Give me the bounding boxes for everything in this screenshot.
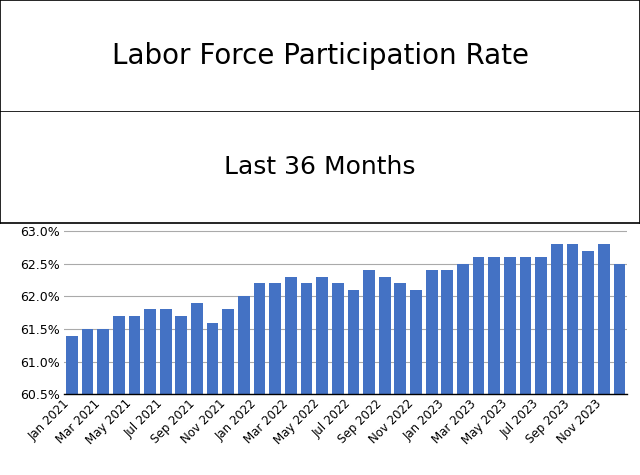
Bar	[207, 323, 218, 394]
Bar	[379, 277, 390, 394]
Bar	[457, 264, 469, 394]
Bar	[66, 335, 77, 394]
Text: Labor Force Participation Rate: Labor Force Participation Rate	[111, 42, 529, 70]
Bar	[410, 290, 422, 394]
Bar	[535, 257, 547, 394]
Bar	[269, 284, 281, 394]
Bar	[316, 277, 328, 394]
Bar	[566, 244, 579, 394]
Bar	[551, 244, 563, 394]
Bar	[301, 284, 312, 394]
Bar	[97, 329, 109, 394]
Bar	[504, 257, 516, 394]
Bar	[598, 244, 610, 394]
Bar	[238, 296, 250, 394]
Bar	[442, 270, 453, 394]
Text: Last 36 Months: Last 36 Months	[224, 155, 416, 180]
Bar	[285, 277, 297, 394]
Bar	[223, 310, 234, 394]
Bar	[348, 290, 359, 394]
Bar	[614, 264, 625, 394]
Bar	[582, 251, 594, 394]
Bar	[113, 316, 125, 394]
Bar	[488, 257, 500, 394]
Bar	[473, 257, 484, 394]
Bar	[144, 310, 156, 394]
Bar	[364, 270, 375, 394]
Bar	[253, 284, 266, 394]
Bar	[160, 310, 172, 394]
Bar	[394, 284, 406, 394]
Bar	[520, 257, 531, 394]
Bar	[332, 284, 344, 394]
Bar	[82, 329, 93, 394]
Bar	[426, 270, 438, 394]
Bar	[191, 303, 203, 394]
Bar	[175, 316, 187, 394]
Bar	[129, 316, 140, 394]
